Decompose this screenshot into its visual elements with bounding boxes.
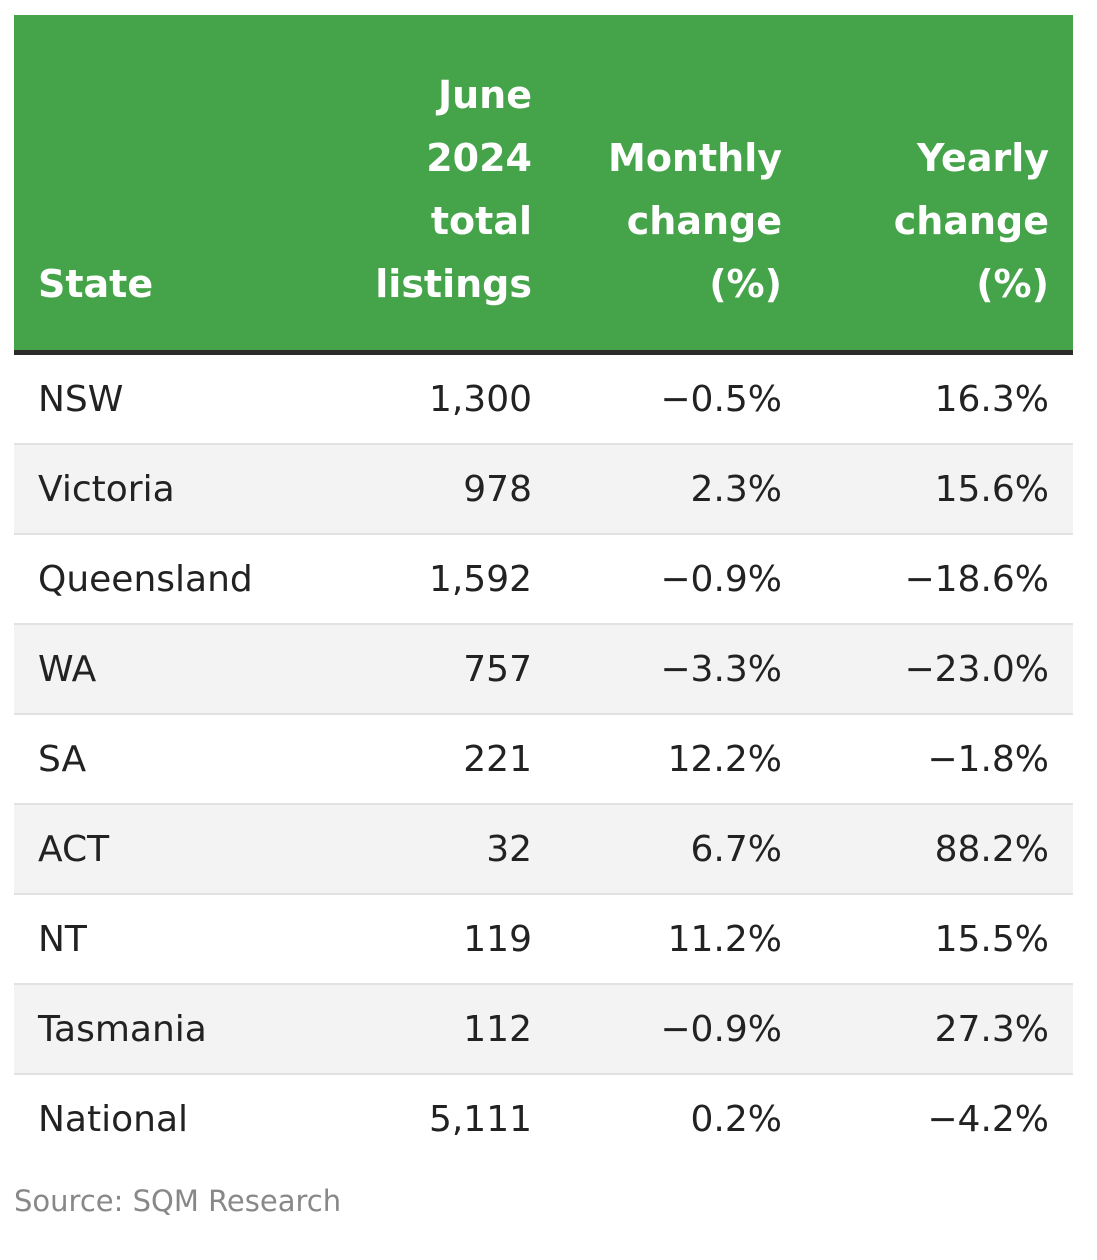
monthly-change-cell: 11.2% xyxy=(540,894,806,985)
yearly-change-cell: −23.0% xyxy=(806,624,1073,715)
table-row: NT 119 11.2% 15.5% xyxy=(14,894,1073,985)
monthly-change-cell: 0.2% xyxy=(690,1098,782,1140)
header-state-label: State xyxy=(38,262,154,306)
listings-table-container: State June 2024 total listings Monthly c… xyxy=(14,15,1073,1163)
monthly-change-cell: −0.9% xyxy=(540,984,806,1075)
total-listings-cell: 32 xyxy=(264,804,540,895)
yearly-change-cell: −1.8% xyxy=(806,714,1073,805)
table-row: SA 221 12.2% −1.8% xyxy=(14,714,1073,805)
table-row: WA 757 −3.3% −23.0% xyxy=(14,624,1073,715)
total-listings-cell: 1,300 xyxy=(264,352,540,445)
state-cell: National xyxy=(38,1098,189,1140)
state-cell: SA xyxy=(14,714,264,805)
monthly-change-cell: −0.5% xyxy=(540,352,806,445)
yearly-change-cell: 16.3% xyxy=(806,352,1073,445)
monthly-change-cell: −0.9% xyxy=(540,534,806,625)
table-body: NSW 1,300 −0.5% 16.3% Victoria 978 2.3% 15.6% Qu… xyxy=(14,352,1073,1164)
table-header: State June 2024 total listings Monthly c… xyxy=(14,15,1073,355)
table-row: National 5,111 0.2% −4.2% xyxy=(14,1074,1073,1163)
monthly-change-cell: 6.7% xyxy=(540,804,806,895)
total-listings-cell: 112 xyxy=(264,984,540,1075)
table-row: Queensland 1,592 −0.9% −18.6% xyxy=(14,534,1073,625)
yearly-change-cell: 27.3% xyxy=(806,984,1073,1075)
total-listings-cell: 1,592 xyxy=(264,534,540,625)
total-listings-cell: 221 xyxy=(264,714,540,805)
header-monthly-change-label: Monthly change (%) xyxy=(608,136,782,306)
yearly-change-cell: 15.5% xyxy=(806,894,1073,985)
state-cell: NT xyxy=(14,894,264,985)
total-listings-cell: 757 xyxy=(264,624,540,715)
source-note: Source: SQM Research xyxy=(14,1184,342,1218)
listings-table: State June 2024 total listings Monthly c… xyxy=(14,15,1073,1163)
header-state: State xyxy=(14,15,264,355)
yearly-change-cell: 88.2% xyxy=(806,804,1073,895)
header-yearly-change-label: Yearly change (%) xyxy=(893,136,1049,306)
header-total-listings: June 2024 total listings xyxy=(264,15,540,355)
table-row: Tasmania 112 −0.9% 27.3% xyxy=(14,984,1073,1075)
total-listings-cell: 119 xyxy=(264,894,540,985)
table-row: ACT 32 6.7% 88.2% xyxy=(14,804,1073,895)
monthly-change-cell: −3.3% xyxy=(540,624,806,715)
yearly-change-cell: −4.2% xyxy=(927,1098,1049,1140)
state-cell: WA xyxy=(14,624,264,715)
state-cell: ACT xyxy=(14,804,264,895)
header-total-listings-label: June 2024 total listings xyxy=(375,73,532,306)
total-listings-cell: 978 xyxy=(264,444,540,535)
table-row: Victoria 978 2.3% 15.6% xyxy=(14,444,1073,535)
monthly-change-cell: 2.3% xyxy=(540,444,806,535)
yearly-change-cell: 15.6% xyxy=(806,444,1073,535)
header-monthly-change: Monthly change (%) xyxy=(540,15,806,355)
state-cell: Queensland xyxy=(14,534,264,625)
header-row: State June 2024 total listings Monthly c… xyxy=(14,15,1073,355)
total-listings-cell: 5,111 xyxy=(428,1098,532,1140)
table-row: NSW 1,300 −0.5% 16.3% xyxy=(14,352,1073,445)
yearly-change-cell: −18.6% xyxy=(806,534,1073,625)
state-cell: Tasmania xyxy=(14,984,264,1075)
header-yearly-change: Yearly change (%) xyxy=(806,15,1073,355)
monthly-change-cell: 12.2% xyxy=(540,714,806,805)
state-cell: NSW xyxy=(14,352,264,445)
state-cell: Victoria xyxy=(14,444,264,535)
